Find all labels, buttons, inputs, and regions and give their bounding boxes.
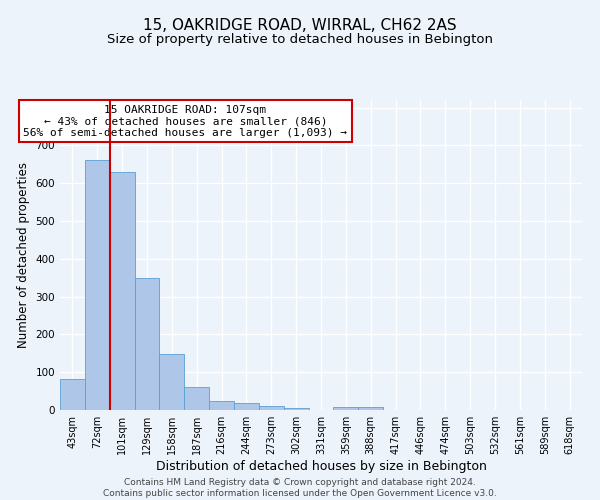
Bar	[110, 172, 134, 410]
Bar	[334, 407, 358, 410]
Bar	[60, 379, 85, 410]
Bar	[209, 400, 234, 410]
Bar	[160, 354, 184, 410]
Bar	[284, 408, 308, 410]
Bar	[85, 160, 110, 410]
X-axis label: Distribution of detached houses by size in Bebington: Distribution of detached houses by size …	[155, 460, 487, 473]
Text: 15, OAKRIDGE ROAD, WIRRAL, CH62 2AS: 15, OAKRIDGE ROAD, WIRRAL, CH62 2AS	[143, 18, 457, 32]
Bar	[259, 406, 284, 410]
Bar	[184, 388, 209, 410]
Bar	[234, 403, 259, 410]
Text: Contains HM Land Registry data © Crown copyright and database right 2024.
Contai: Contains HM Land Registry data © Crown c…	[103, 478, 497, 498]
Y-axis label: Number of detached properties: Number of detached properties	[17, 162, 30, 348]
Bar	[358, 407, 383, 410]
Text: 15 OAKRIDGE ROAD: 107sqm
← 43% of detached houses are smaller (846)
56% of semi-: 15 OAKRIDGE ROAD: 107sqm ← 43% of detach…	[23, 104, 347, 138]
Bar	[134, 278, 160, 410]
Text: Size of property relative to detached houses in Bebington: Size of property relative to detached ho…	[107, 32, 493, 46]
